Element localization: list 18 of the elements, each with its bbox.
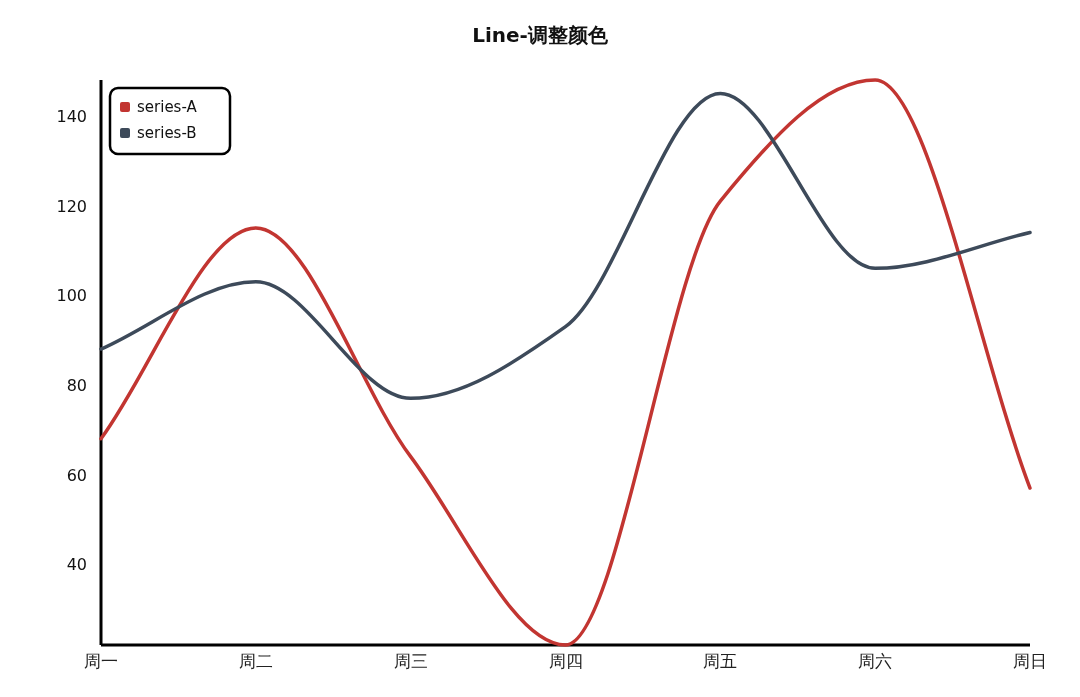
line-series xyxy=(99,91,1032,401)
legend-label: series-B xyxy=(137,124,197,142)
chart-title: Line-调整颜色 xyxy=(472,23,609,47)
x-tick-label: 周二 xyxy=(238,651,273,671)
y-tick-label: 60 xyxy=(66,465,87,485)
x-tick-label: 周日 xyxy=(1013,651,1047,671)
x-tick-label: 周一 xyxy=(84,651,118,671)
x-tick-label: 周六 xyxy=(858,651,893,671)
x-tick-label: 周五 xyxy=(703,651,738,671)
legend-label: series-A xyxy=(137,98,198,116)
x-tick-label: 周三 xyxy=(393,651,428,671)
y-tick-label: 40 xyxy=(66,555,87,575)
line-series xyxy=(99,78,1032,647)
y-tick-label: 120 xyxy=(56,196,87,216)
y-tick-label: 100 xyxy=(56,286,87,306)
y-tick-label: 80 xyxy=(66,375,87,395)
x-tick-label: 周四 xyxy=(548,651,583,671)
y-tick-label: 140 xyxy=(56,106,87,126)
